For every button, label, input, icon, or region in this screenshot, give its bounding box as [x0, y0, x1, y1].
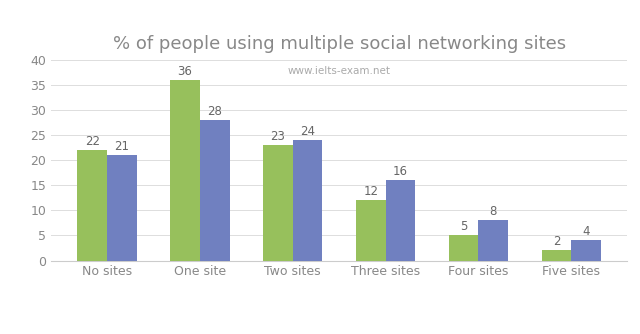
Text: www.ielts-exam.net: www.ielts-exam.net — [288, 66, 390, 76]
Bar — [170, 80, 200, 261]
Text: 12: 12 — [364, 185, 378, 198]
Bar — [479, 220, 508, 261]
Bar — [107, 155, 137, 261]
Text: 2: 2 — [553, 235, 560, 248]
Text: 28: 28 — [207, 105, 222, 118]
Text: 24: 24 — [300, 125, 315, 138]
Bar — [263, 145, 292, 261]
Text: 23: 23 — [271, 130, 285, 143]
Bar — [541, 250, 572, 261]
Bar — [77, 150, 107, 261]
Bar — [292, 140, 323, 261]
Text: 22: 22 — [84, 135, 100, 148]
Text: 21: 21 — [115, 140, 129, 153]
Text: 8: 8 — [490, 205, 497, 218]
Title: % of people using multiple social networking sites: % of people using multiple social networ… — [113, 35, 566, 53]
Text: 5: 5 — [460, 220, 467, 233]
Bar — [386, 180, 415, 261]
Text: 4: 4 — [582, 225, 590, 238]
Text: 16: 16 — [393, 165, 408, 178]
Bar — [356, 200, 386, 261]
Bar — [449, 235, 479, 261]
Bar — [200, 120, 230, 261]
Text: 36: 36 — [178, 65, 193, 77]
Bar — [572, 240, 601, 261]
